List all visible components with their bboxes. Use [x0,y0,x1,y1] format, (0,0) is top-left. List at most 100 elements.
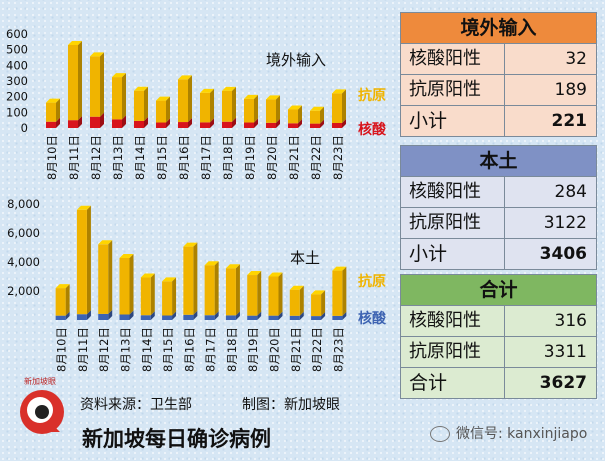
bar-top-face [225,264,240,269]
bar-segment-art [311,294,322,317]
x-tick-label: 8月10日 [55,327,69,372]
x-tick-label: 8月15日 [161,327,175,372]
bar-segment-nat [332,122,342,128]
bar-side-nat [129,310,134,320]
bar-side-art [56,98,60,122]
bar-top-face [156,96,170,101]
chart-title: 境外输入 [266,51,326,69]
bar-side-nat [276,118,280,128]
bar-side-art [342,89,346,123]
bar-side-nat [56,117,60,128]
x-tick-label: 8月18日 [221,135,235,180]
bar-segment-nat [178,122,188,128]
y-tick-label: 4,000 [7,255,40,269]
bar-segment-nat [162,315,173,320]
source-label: 资料来源：卫生部 [80,397,192,413]
table-row-subtotal: 小计 3406 [401,238,596,269]
row-value: 189 [554,80,587,100]
bar-segment-nat [156,122,166,128]
bar-segment-art [156,100,166,123]
y-tick-label: 6,000 [7,226,40,240]
bar-segment-nat [55,315,66,320]
legend-nat: 核酸 [358,310,387,327]
x-tick-label: 8月10日 [45,135,59,180]
bar-top-face [332,89,346,94]
bar-side-art [342,266,347,316]
bar-segment-art [289,289,300,316]
local-cases-table: 本土 核酸阳性 284 抗原阳性 3122 小计 3406 [400,145,597,270]
bar-segment-nat [266,122,276,128]
wechat-label: 微信号: kanxinjiapo [430,423,587,443]
bar-segment-art [332,270,343,316]
y-tick-label: 2,000 [7,284,40,298]
bar-side-art [299,285,304,316]
bar-segment-nat [289,315,300,320]
bar-segment-art [247,275,258,316]
bar-top-face [247,271,262,276]
bar-segment-nat [134,120,144,128]
bar-side-art [166,96,170,123]
bar-side-art [144,86,148,121]
bar-segment-nat [288,123,298,128]
bar-top-face [222,86,236,91]
x-tick-label: 8月20日 [265,135,279,180]
bar-top-face [200,88,214,93]
bar-top-face [98,240,113,245]
bar-side-art [188,75,192,123]
bar-side-art [78,40,82,121]
bar-side-art [320,106,324,124]
table-row: 核酸阳性 316 [401,305,596,336]
bar-side-nat [257,311,262,320]
x-tick-label: 8月21日 [287,135,301,180]
table-row: 抗原阳性 3122 [401,207,596,238]
bar-side-art [257,271,262,316]
y-tick-label: 8,000 [7,197,40,211]
bar-segment-art [266,99,276,123]
bar-segment-art [204,265,215,316]
bar-segment-nat [119,314,130,320]
x-tick-label: 8月23日 [331,135,345,180]
bar-segment-nat [98,313,109,320]
bar-segment-art [178,79,188,123]
bar-segment-art [268,276,279,316]
bar-top-face [119,253,134,258]
bar-segment-art [46,102,56,122]
legend-art: 抗原 [358,87,386,104]
bar-side-nat [193,310,198,320]
table-title: 境外输入 [401,13,596,43]
y-tick-label: 400 [6,58,28,72]
row-value: 3122 [543,213,587,233]
bar-side-nat [298,119,302,128]
bar-segment-nat [268,315,279,320]
bar-side-nat [299,311,304,320]
imported-cases-table: 境外输入 核酸阳性 32 抗原阳性 189 小计 221 [400,12,597,137]
x-tick-label: 8月19日 [246,327,260,372]
bar-side-art [278,272,283,316]
bar-side-art [65,284,70,316]
table-title: 本土 [401,146,596,176]
bar-side-art [100,52,104,117]
table-row: 抗原阳性 189 [401,74,596,105]
bar-top-face [289,285,304,290]
bar-top-face [183,242,198,247]
row-label: 小计 [401,106,505,136]
x-tick-label: 8月21日 [289,327,303,372]
x-tick-label: 8月11日 [67,135,81,180]
bar-top-face [268,272,283,277]
bar-side-nat [232,117,236,128]
bar-top-face [204,261,219,266]
bar-side-nat [342,311,347,320]
bar-side-nat [78,116,82,128]
bar-side-art [321,290,326,317]
table-row: 抗原阳性 3311 [401,336,596,367]
bar-top-face [112,73,126,78]
bar-top-face [310,106,324,111]
row-label: 核酸阳性 [401,306,505,336]
bar-side-art [150,273,155,316]
bar-segment-art [55,288,66,316]
x-tick-label: 8月16日 [182,327,196,372]
bar-segment-art [310,110,320,124]
row-value: 3627 [539,373,587,393]
row-value: 32 [565,49,587,69]
